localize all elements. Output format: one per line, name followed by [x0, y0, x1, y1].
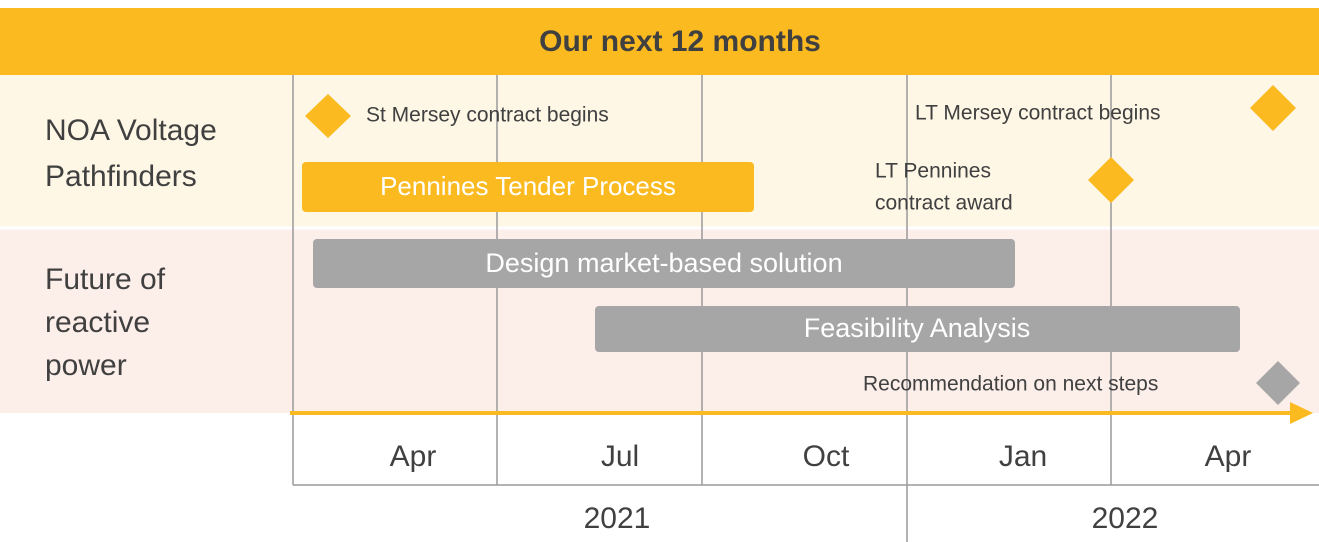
activity-label: Feasibility Analysis	[804, 313, 1031, 343]
activity-bar	[595, 306, 1240, 352]
milestone-label: LT Mersey contract begins	[915, 102, 1161, 125]
month-label: Apr	[390, 440, 437, 473]
milestone-label: Recommendation on next steps	[863, 373, 1158, 396]
row-label: NOA Voltage	[45, 114, 217, 147]
month-label: Apr	[1205, 440, 1252, 473]
milestone-diamond	[1256, 361, 1300, 405]
header-title: Our next 12 months	[539, 25, 821, 58]
milestone-label: St Mersey contract begins	[366, 104, 609, 127]
month-label: Oct	[803, 440, 850, 473]
month-label: Jul	[601, 440, 639, 473]
milestone-label: LT Pennines	[875, 160, 991, 183]
milestone-diamond	[305, 94, 351, 138]
row-label: power	[45, 349, 127, 382]
activity-label: Design market-based solution	[485, 248, 842, 278]
activity-label: Pennines Tender Process	[380, 171, 676, 201]
row-label: reactive	[45, 306, 150, 339]
activity-bar	[302, 162, 754, 212]
year-label: 2022	[1092, 502, 1159, 535]
month-label: Jan	[999, 440, 1047, 473]
row-label: Pathfinders	[45, 160, 197, 193]
year-label: 2021	[584, 502, 651, 535]
arrow-head	[1290, 402, 1313, 424]
activity-bar	[313, 239, 1015, 288]
row-label: Future of	[45, 263, 166, 296]
header-bar	[0, 8, 1319, 75]
milestone-diamond	[1250, 85, 1296, 131]
milestone-label: contract award	[875, 192, 1013, 215]
milestone-diamond	[1088, 157, 1134, 203]
